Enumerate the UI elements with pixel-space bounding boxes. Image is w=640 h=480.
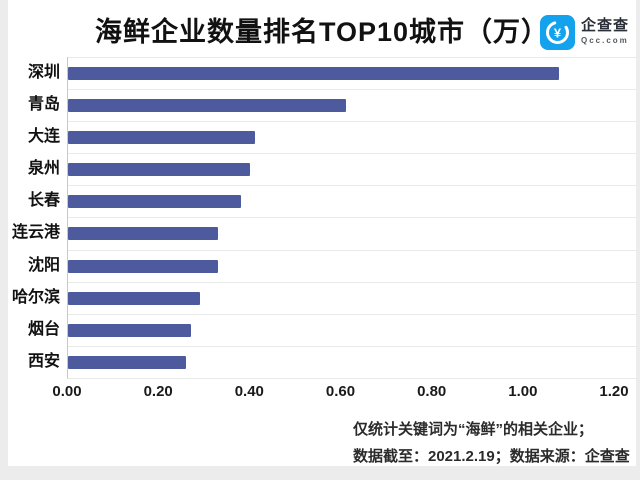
logo-name: 企查查 [581, 17, 630, 34]
chart-row [68, 345, 638, 378]
category-label: 烟台 [27, 320, 60, 338]
x-tick-label: 0.00 [52, 383, 82, 400]
bar [68, 67, 560, 80]
bar [68, 323, 191, 337]
qcc-logo: ¥ 企查查 Qcc.com [540, 15, 632, 53]
category-label: 哈尔滨 [11, 288, 60, 306]
logo-domain: Qcc.com [581, 36, 629, 45]
chart-row [68, 121, 638, 153]
chart-row [68, 89, 638, 121]
svg-text:¥: ¥ [554, 26, 562, 41]
footnote: 仅统计关键词为“海鲜”的相关企业； 数据截至：2021.2.19；数据来源：企查… [353, 416, 630, 470]
bar [68, 259, 219, 273]
qcc-logo-text: 企查查 Qcc.com [581, 17, 630, 46]
chart-row [68, 185, 638, 217]
bar [68, 355, 187, 369]
bar [68, 163, 250, 177]
bar [68, 227, 219, 241]
category-label: 西安 [27, 352, 60, 370]
chart-row [68, 217, 638, 249]
bar [68, 131, 255, 145]
x-axis: 0.00 0.20 0.40 0.60 0.80 1.00 1.20 [8, 383, 636, 403]
category-label: 沈阳 [27, 256, 60, 274]
page-title: 海鲜企业数量排名TOP10城市（万） [94, 17, 550, 47]
y-axis-labels: 深圳青岛大连泉州长春连云港沈阳哈尔滨烟台西安 [8, 57, 60, 378]
bar [68, 291, 200, 305]
footnote-line2: 数据截至：2021.2.19；数据来源：企查查 [353, 448, 630, 465]
chart-row [68, 57, 638, 89]
footnote-line1: 仅统计关键词为“海鲜”的相关企业； [353, 421, 594, 438]
chart-card: 海鲜企业数量排名TOP10城市（万） ¥ 企查查 Qcc.com 深圳青岛大连泉… [8, 0, 639, 466]
bar [68, 99, 346, 113]
chart-row [68, 153, 638, 185]
x-tick-label: 0.80 [417, 383, 447, 400]
bar [68, 195, 241, 209]
qcc-logo-icon: ¥ [540, 15, 575, 50]
category-label: 青岛 [27, 96, 60, 114]
plot-area [67, 57, 639, 379]
x-tick-label: 0.40 [234, 383, 264, 400]
category-label: 深圳 [27, 64, 60, 81]
chart-row [68, 249, 638, 282]
chart-row [68, 313, 638, 346]
x-tick-label: 1.20 [599, 383, 629, 400]
category-label: 连云港 [11, 224, 60, 242]
category-label: 泉州 [27, 160, 60, 178]
category-label: 大连 [27, 128, 60, 146]
x-tick-label: 0.20 [143, 383, 173, 400]
x-tick-label: 0.60 [325, 383, 356, 400]
chart-row [68, 281, 638, 314]
x-tick-label: 1.00 [508, 383, 538, 400]
category-label: 长春 [27, 192, 60, 210]
